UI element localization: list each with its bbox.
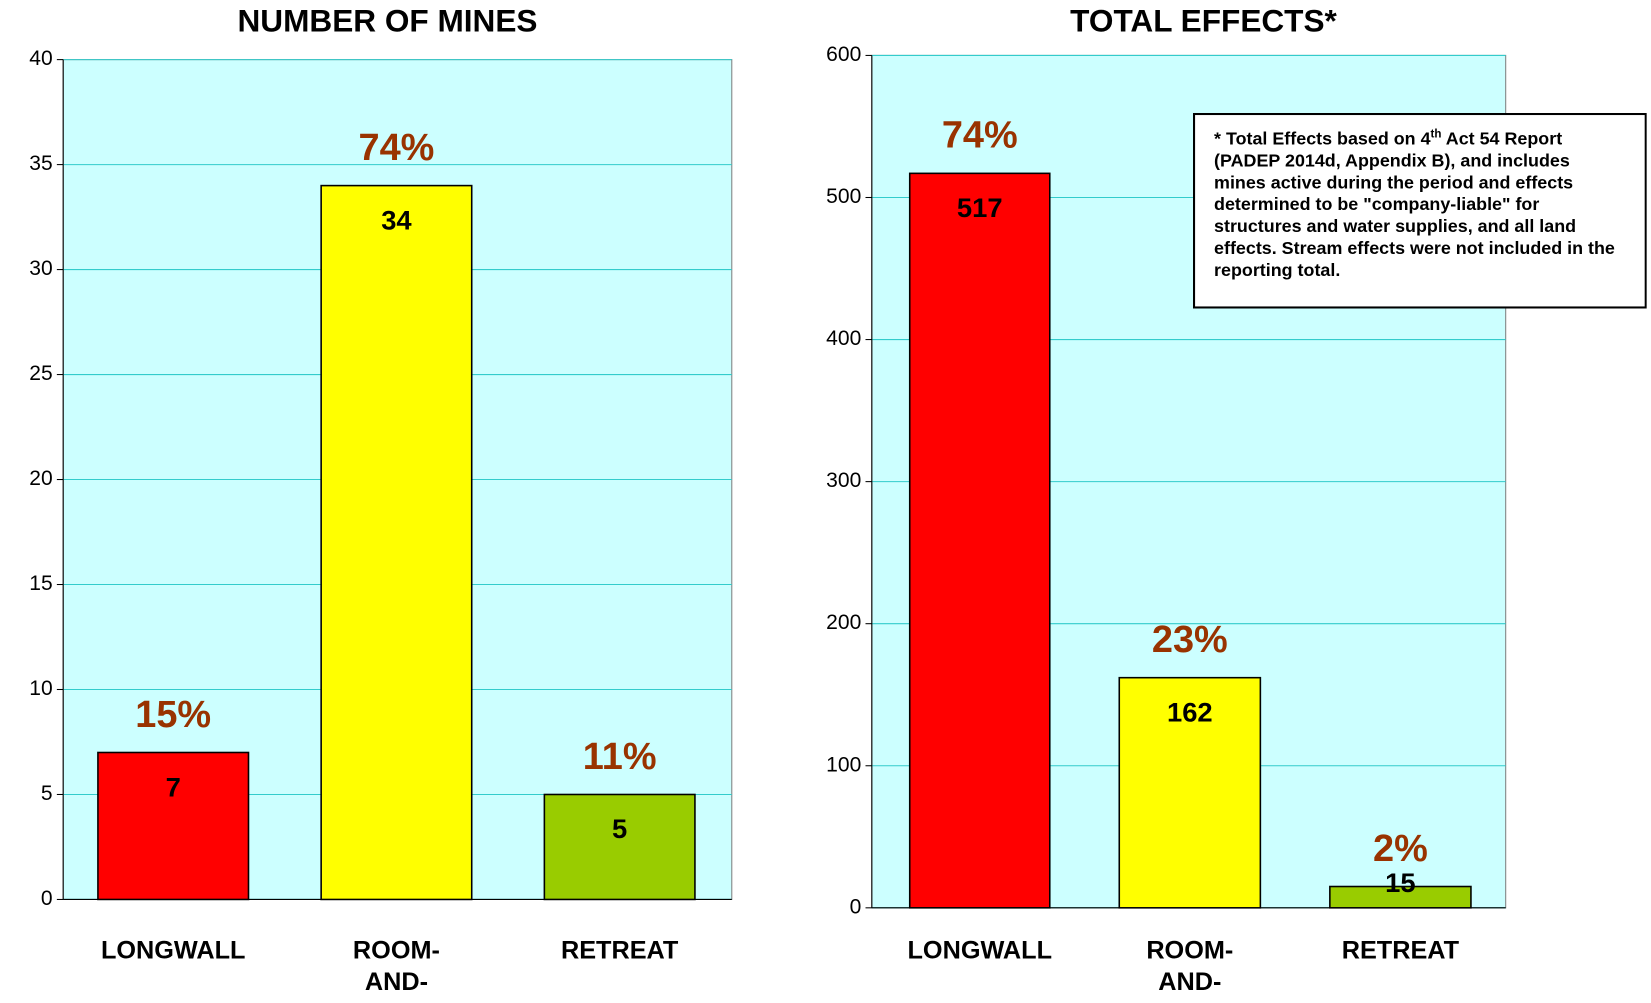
percent-label: 23%	[1152, 619, 1228, 661]
bar	[97, 751, 250, 901]
percent-label: 74%	[942, 115, 1018, 157]
note-text: Act 54 Report (PADEP 2014d, Appendix B),…	[1214, 128, 1615, 281]
y-tick-label: 20	[29, 467, 52, 490]
y-tick-label: 0	[41, 887, 53, 910]
bar	[1329, 885, 1472, 909]
percent-label: 11%	[583, 736, 657, 778]
y-tick-label: 30	[29, 257, 52, 280]
note-text: th	[1430, 127, 1442, 141]
y-tick-label: 0	[850, 895, 862, 918]
chart-title: NUMBER OF MINES	[238, 3, 538, 38]
bar	[1118, 676, 1262, 909]
x-tick-label: LONGWALL	[908, 936, 1052, 964]
y-tick-label: 500	[826, 185, 861, 208]
y-tick-label: 200	[826, 611, 861, 634]
note-box: * Total Effects based on 4th Act 54 Repo…	[1192, 112, 1647, 309]
note-text: * Total Effects based on 4	[1214, 128, 1431, 149]
x-tick-label: LONGWALL	[101, 936, 245, 964]
value-label: 7	[166, 771, 181, 802]
bar	[908, 172, 1051, 909]
bar	[543, 793, 696, 901]
y-tick-label: 300	[826, 469, 861, 492]
y-tick-label: 10	[29, 677, 52, 700]
bar	[320, 184, 473, 901]
y-tick-label: 100	[826, 753, 861, 776]
y-tick-label: 600	[826, 43, 861, 66]
value-label: 517	[957, 192, 1003, 223]
y-tick-label: 35	[29, 152, 52, 175]
value-label: 34	[381, 204, 412, 235]
y-tick-label: 400	[826, 327, 861, 350]
y-tick-label: 25	[29, 362, 52, 385]
x-tick-label: ROOM-AND-PILLAR	[351, 936, 442, 1003]
x-tick-label: RETREAT	[1342, 936, 1460, 964]
chart-title: TOTAL EFFECTS*	[1070, 3, 1337, 38]
value-label: 162	[1167, 697, 1213, 728]
y-tick-label: 5	[41, 782, 53, 805]
y-tick-label: 40	[29, 47, 52, 70]
percent-label: 15%	[135, 694, 211, 736]
value-label: 15	[1385, 867, 1415, 898]
x-tick-label: ROOM-AND-PILLAR	[1144, 936, 1235, 1003]
percent-label: 2%	[1373, 828, 1428, 870]
value-label: 5	[612, 813, 627, 844]
x-tick-label: RETREAT	[561, 936, 679, 964]
y-tick-label: 15	[29, 572, 52, 595]
note: * Total Effects based on 4th Act 54 Repo…	[1192, 112, 1647, 309]
percent-label: 74%	[359, 127, 435, 169]
